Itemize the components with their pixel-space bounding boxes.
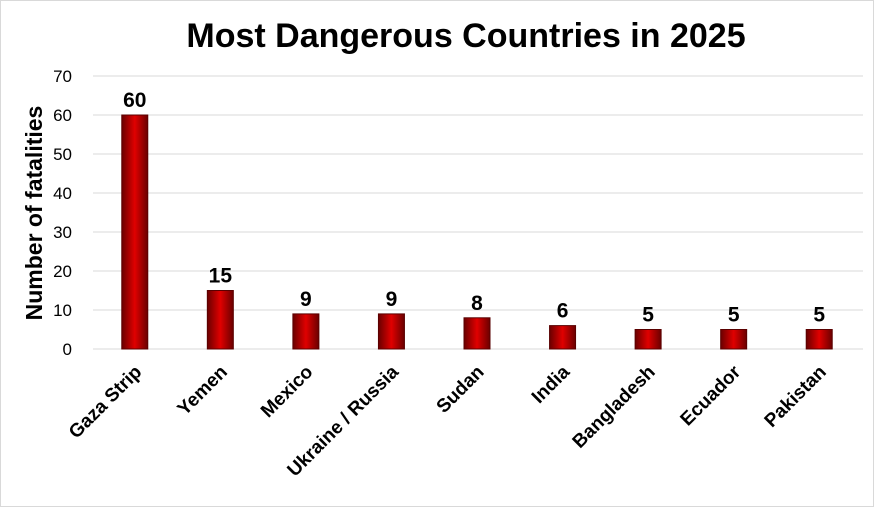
x-tick-label: Bangladesh	[569, 362, 660, 453]
x-tick-label: Ecuador	[677, 361, 746, 430]
bar	[805, 329, 833, 350]
data-label: 15	[209, 265, 233, 288]
y-tick-label: 0	[63, 340, 72, 359]
x-tick-label: Gaza Strip	[65, 362, 146, 443]
bars	[121, 114, 833, 350]
y-tick-label: 70	[53, 67, 72, 86]
data-label: 5	[642, 304, 654, 327]
x-tick-label: Sudan	[433, 362, 489, 418]
bar	[720, 329, 748, 350]
data-label: 8	[471, 292, 483, 315]
data-label: 9	[300, 288, 312, 311]
bar	[121, 114, 149, 350]
x-tick-label: Yemen	[174, 362, 232, 420]
y-tick-label: 10	[53, 301, 72, 320]
y-tick-label: 50	[53, 145, 72, 164]
y-tick-label: 30	[53, 223, 72, 242]
bar	[463, 317, 491, 350]
data-label: 5	[728, 304, 740, 327]
x-tick-label: Pakistan	[761, 362, 831, 432]
y-tick-label: 20	[53, 262, 72, 281]
chart-title: Most Dangerous Countries in 2025	[186, 17, 746, 55]
data-labels: 60 15 9 9 8 6 5 5 5	[123, 89, 825, 327]
x-tick-label: Mexico	[257, 362, 317, 422]
y-axis-label: Number of fatalities	[21, 106, 47, 321]
bar	[292, 313, 320, 350]
y-axis-ticks: 0 10 20 30 40 50 60 70	[53, 67, 72, 359]
x-tick-label: India	[528, 361, 575, 408]
data-label: 9	[386, 288, 398, 311]
bar	[206, 290, 234, 350]
bar	[634, 329, 662, 350]
bar	[377, 313, 405, 350]
data-label: 6	[557, 300, 569, 323]
data-label: 60	[123, 89, 146, 112]
y-tick-label: 60	[53, 106, 72, 125]
y-tick-label: 40	[53, 184, 72, 203]
bar	[549, 325, 577, 350]
data-label: 5	[813, 304, 825, 327]
